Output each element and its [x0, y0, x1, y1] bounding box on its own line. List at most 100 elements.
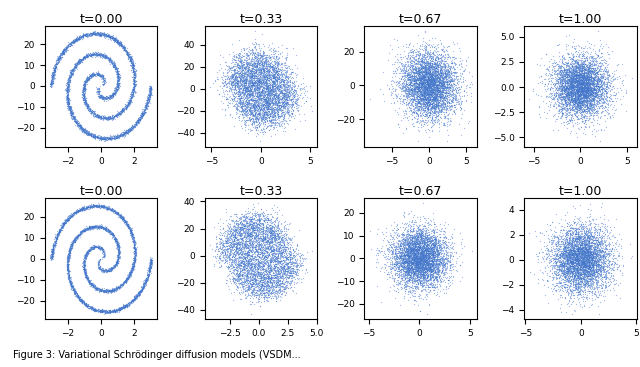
Point [237, 272, 248, 278]
Point [422, 258, 432, 264]
Point [234, 241, 244, 247]
Point [130, 258, 140, 264]
Point [572, 99, 582, 105]
Point [252, 274, 262, 280]
Point [564, 278, 575, 284]
Point [89, 50, 99, 56]
Point [466, 99, 476, 105]
Point [382, 245, 392, 251]
Point [420, 286, 430, 292]
Point [576, 95, 586, 101]
Point [427, 237, 437, 243]
Point [570, 69, 580, 75]
Point [442, 103, 452, 109]
Point [81, 52, 91, 58]
Point [232, 78, 242, 84]
Point [100, 288, 110, 294]
Point [88, 204, 98, 210]
Point [99, 268, 109, 274]
Point [585, 60, 595, 66]
Point [124, 102, 134, 108]
Point [445, 65, 455, 70]
Point [238, 241, 248, 247]
Point [570, 238, 580, 244]
Point [235, 230, 245, 236]
Point [104, 229, 115, 235]
Point [426, 242, 436, 248]
Point [236, 265, 246, 271]
Point [99, 55, 109, 61]
Point [253, 299, 263, 305]
Point [577, 91, 588, 97]
Point [271, 247, 281, 253]
Point [132, 120, 142, 126]
Point [120, 130, 131, 135]
Point [257, 230, 268, 236]
Point [269, 122, 280, 128]
Point [586, 62, 596, 68]
Point [93, 51, 103, 57]
Point [589, 89, 600, 95]
Point [587, 262, 597, 268]
Point [105, 33, 115, 39]
Point [257, 80, 268, 86]
Point [595, 97, 605, 102]
Point [271, 236, 281, 241]
Point [264, 100, 275, 106]
Point [118, 215, 128, 221]
Point [145, 83, 155, 89]
Point [562, 246, 572, 251]
Point [582, 106, 592, 112]
Point [442, 93, 452, 99]
Point [406, 68, 416, 74]
Point [281, 92, 291, 98]
Point [554, 243, 564, 249]
Point [413, 100, 423, 106]
Point [264, 239, 275, 245]
Point [262, 238, 273, 244]
Point [410, 258, 420, 264]
Point [400, 82, 410, 88]
Point [242, 107, 252, 113]
Point [566, 259, 576, 265]
Point [63, 102, 74, 108]
Point [427, 74, 437, 80]
Point [113, 242, 123, 248]
Point [230, 76, 240, 82]
Point [422, 73, 433, 79]
Point [403, 254, 413, 259]
Point [409, 270, 419, 276]
Point [249, 253, 259, 259]
Point [66, 71, 76, 77]
Point [423, 94, 433, 100]
Point [586, 257, 596, 263]
Point [258, 52, 268, 58]
Point [598, 282, 609, 288]
Point [240, 65, 250, 71]
Point [404, 255, 414, 261]
Point [109, 134, 120, 140]
Point [66, 242, 76, 248]
Point [127, 265, 137, 270]
Point [115, 212, 125, 218]
Point [145, 268, 155, 274]
Point [92, 31, 102, 37]
Point [255, 274, 266, 280]
Point [118, 304, 128, 310]
Point [422, 242, 432, 248]
Point [574, 94, 584, 99]
Point [119, 47, 129, 52]
Point [116, 39, 127, 45]
Point [118, 214, 128, 220]
Point [287, 244, 297, 250]
Point [258, 252, 268, 258]
Point [241, 86, 252, 92]
Point [266, 93, 276, 99]
Point [415, 245, 426, 251]
Point [423, 117, 433, 123]
Point [261, 86, 271, 92]
Point [255, 235, 266, 241]
Point [100, 289, 111, 295]
Point [256, 54, 266, 59]
Point [145, 261, 155, 267]
